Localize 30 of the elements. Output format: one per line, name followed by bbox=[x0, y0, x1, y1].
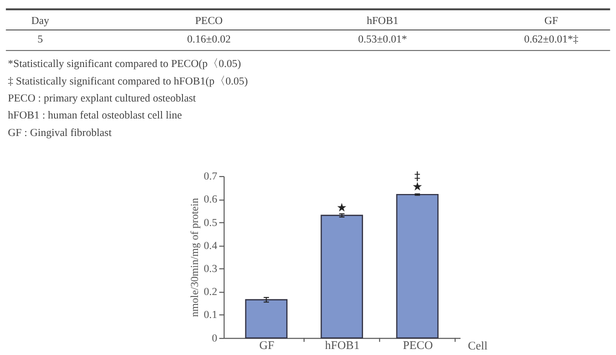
x-tick-label: PECO bbox=[402, 339, 434, 352]
text: Day bbox=[31, 15, 50, 28]
y-tick-label: 0.1 bbox=[204, 309, 218, 322]
y-tick-label: 0.2 bbox=[204, 286, 218, 298]
text: 0.16±0.02 bbox=[187, 34, 231, 46]
y-tick-label: 0.7 bbox=[204, 170, 218, 183]
x-tick-label: hFOB1 bbox=[325, 339, 360, 352]
text: 0.62±0.01*‡ bbox=[524, 34, 580, 46]
bar bbox=[320, 214, 364, 339]
text: *Statistically significant compared to PECO(p〈0.05) bbox=[8, 58, 242, 70]
text: ‡ Statistically significant compared to hFOB1(p〈0.05) bbox=[8, 75, 248, 88]
text: hFOB1 : human fetal osteoblast cell line bbox=[8, 110, 182, 122]
y-tick-label: 0.3 bbox=[204, 262, 218, 275]
text: 5 bbox=[38, 34, 43, 46]
text: GF bbox=[544, 15, 558, 28]
y-tick-label: 0 bbox=[212, 332, 218, 344]
y-axis-title: nmole/30min/mg of protein bbox=[188, 197, 201, 317]
text: PECO : primary explant cultured osteoblast bbox=[8, 92, 196, 105]
y-tick-label: 0.5 bbox=[204, 216, 218, 229]
x-axis-title: Cell bbox=[468, 340, 488, 353]
y-tick-label: 0.4 bbox=[204, 240, 218, 252]
bar bbox=[396, 194, 439, 339]
text: hFOB1 bbox=[366, 15, 398, 28]
text: PECO bbox=[195, 15, 223, 28]
annotation: ★ bbox=[336, 200, 348, 214]
text: 0.53±0.01* bbox=[358, 34, 408, 46]
y-tick-label: 0.6 bbox=[204, 194, 218, 206]
bar bbox=[245, 299, 288, 339]
text: GF : Gingival fibroblast bbox=[8, 126, 112, 139]
x-tick-label: GF bbox=[259, 339, 275, 352]
